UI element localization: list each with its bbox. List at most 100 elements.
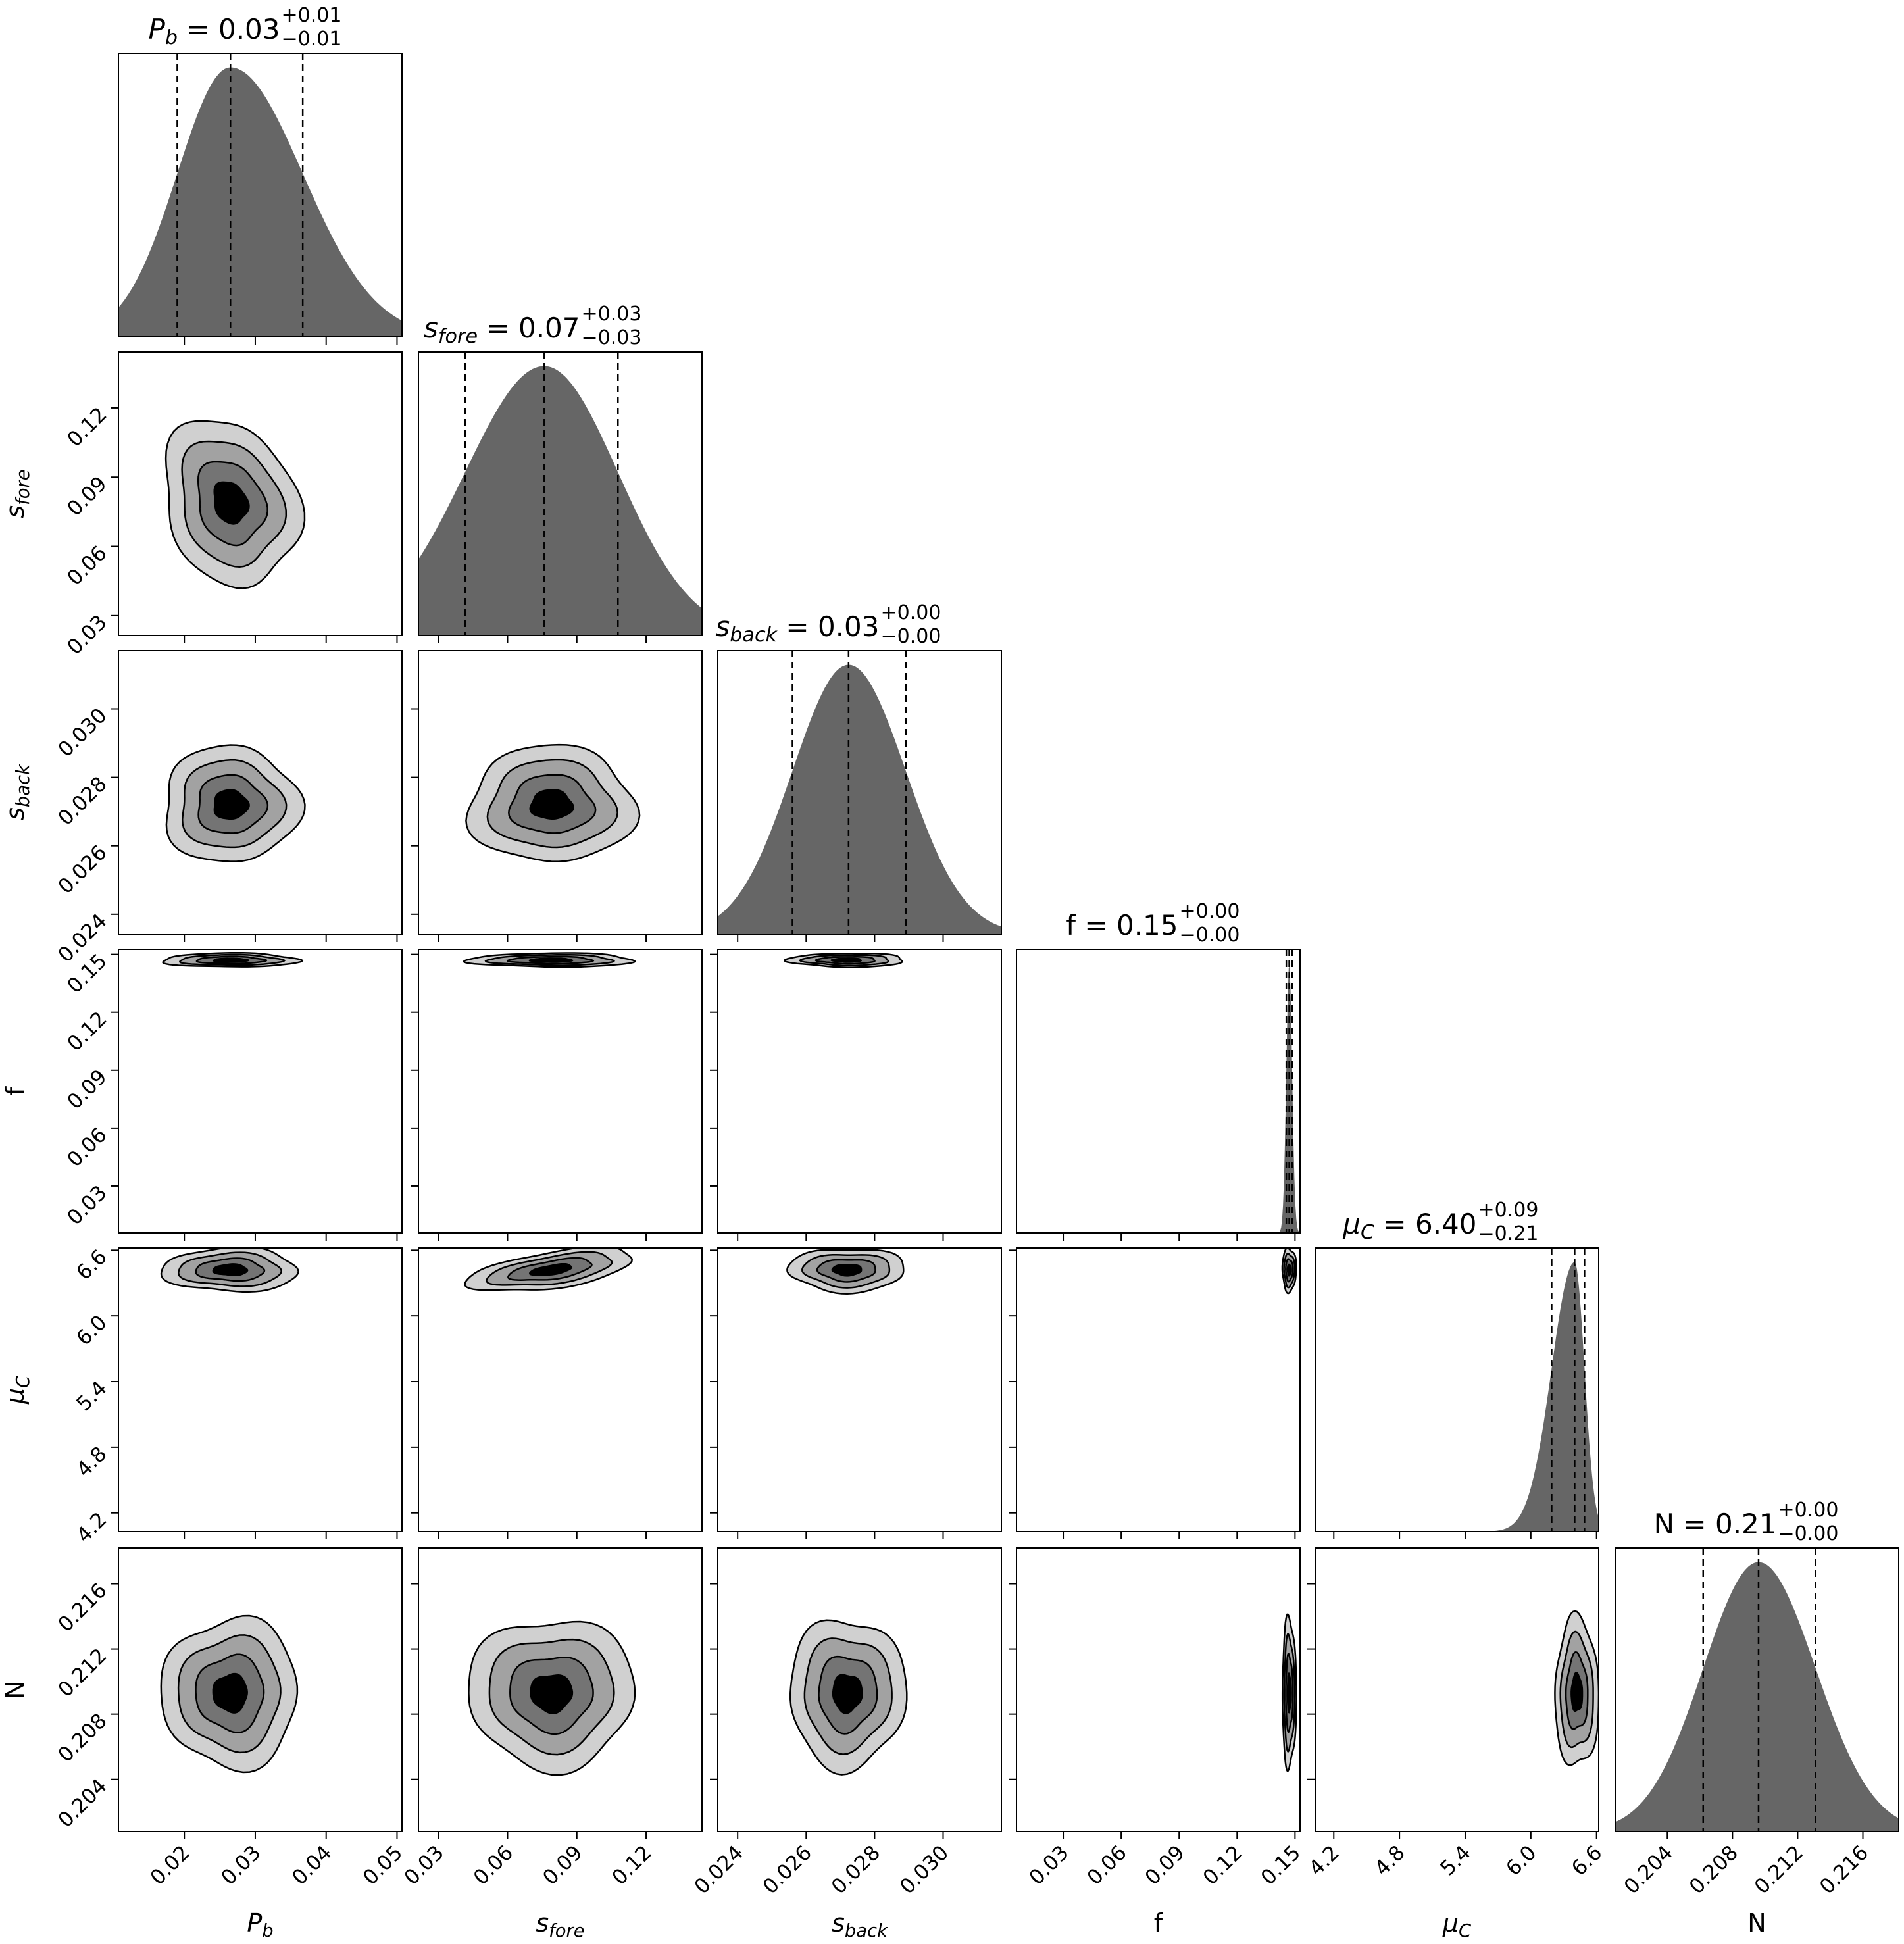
contour-panel-f-muc xyxy=(1009,1247,1301,1539)
y-tick-label: 0.026 xyxy=(53,841,111,899)
contour-level-1 xyxy=(213,789,250,820)
x-tick-label: 6.0 xyxy=(1501,1841,1541,1880)
x-tick-label: 0.04 xyxy=(288,1841,336,1889)
contours xyxy=(1554,1610,1599,1766)
title-minus-error: −0.01 xyxy=(282,28,342,51)
label-base: s xyxy=(536,1908,549,1937)
contours xyxy=(463,952,636,968)
x-tick-label: 0.12 xyxy=(607,1841,656,1889)
title-plus-error: +0.09 xyxy=(1478,1199,1539,1222)
panel-frame xyxy=(717,650,1002,935)
y-tick-label: 0.028 xyxy=(53,772,111,830)
label-subscript: C xyxy=(1459,1921,1472,1941)
panel-frame xyxy=(1315,1247,1599,1532)
label-subscript: C xyxy=(1361,1221,1374,1244)
histogram-pb xyxy=(118,67,402,337)
x-tick-label: 0.03 xyxy=(216,1841,265,1889)
title-value: = 0.15 xyxy=(1076,909,1178,941)
title-pb: Pb = 0.03 xyxy=(149,13,280,49)
label-base: P xyxy=(149,13,166,45)
contours xyxy=(786,1249,905,1295)
y-tick-label: 6.6 xyxy=(72,1245,111,1285)
contour-panel-sback-n: 0.024 0.026 0.028 0.030 xyxy=(690,1547,1002,1899)
hist-panel-pb: Pb = 0.03 +0.01−0.01 xyxy=(118,4,403,345)
contours xyxy=(162,951,304,968)
histogram-muc xyxy=(1315,1262,1599,1532)
x-tick-label: 0.212 xyxy=(1750,1841,1808,1899)
panel-frame xyxy=(118,949,403,1234)
x-tick-label: 0.030 xyxy=(895,1841,953,1899)
x-tick-label: 0.12 xyxy=(1199,1841,1247,1889)
title-plus-error: +0.00 xyxy=(881,601,941,624)
histogram-sback xyxy=(718,664,1001,934)
y-tick-label: 0.03 xyxy=(63,1181,111,1230)
title-muc: μC = 6.40 xyxy=(1342,1208,1476,1244)
y-tick-label: 0.204 xyxy=(53,1774,111,1832)
x-tick-label: 0.208 xyxy=(1685,1841,1743,1899)
title-plus-error: +0.00 xyxy=(1180,900,1240,923)
contour-level-1 xyxy=(212,1672,248,1714)
contour-panel-pb-n: 0.204 0.208 0.212 0.216 0.02 0.03 0.04 0.05 xyxy=(53,1547,407,1889)
panel-frame xyxy=(418,949,703,1234)
label-subscript: C xyxy=(13,1375,34,1388)
y-tick-label: 5.4 xyxy=(72,1376,111,1416)
title-minus-error: −0.00 xyxy=(1778,1522,1839,1545)
histogram-n xyxy=(1615,1562,1899,1832)
title-n: N = 0.21 xyxy=(1654,1508,1777,1540)
y-tick-label: 0.06 xyxy=(63,541,111,590)
contours xyxy=(160,1248,299,1293)
title-minus-error: −0.00 xyxy=(881,625,941,648)
axis-label-sfore: sfore xyxy=(536,1908,584,1941)
title-plus-error: +0.00 xyxy=(1778,1499,1839,1522)
x-tick-label: 0.06 xyxy=(1083,1841,1132,1889)
label-subscript: fore xyxy=(13,469,34,505)
title-value: = 0.03 xyxy=(178,13,280,45)
x-tick-label: 4.2 xyxy=(1305,1841,1344,1880)
contour-panel-pb-f: 0.030.060.090.120.15 xyxy=(63,949,403,1241)
x-tick-label: 0.216 xyxy=(1815,1841,1873,1899)
contour-level-1 xyxy=(832,1674,863,1714)
contours xyxy=(465,743,641,862)
x-tick-label: 0.026 xyxy=(759,1841,816,1899)
hist-panel-sfore: sfore = 0.07 +0.03−0.03 xyxy=(418,303,703,643)
title-sfore: sfore = 0.07 xyxy=(424,312,580,348)
x-tick-label: 0.06 xyxy=(469,1841,518,1889)
panel-frame xyxy=(118,351,403,636)
contour-panel-sfore-sback xyxy=(411,650,703,942)
x-tick-label: 0.05 xyxy=(359,1841,407,1889)
contour-panel-sback-muc xyxy=(710,1247,1002,1539)
y-tick-label: 0.216 xyxy=(53,1579,111,1637)
y-tick-label: 4.2 xyxy=(72,1508,111,1547)
x-tick-label: 0.03 xyxy=(1024,1841,1073,1889)
hist-panel-muc: μC = 6.40 +0.09−0.21 xyxy=(1315,1199,1599,1539)
axis-label-pb: Pb xyxy=(247,1908,273,1941)
panel-frame xyxy=(418,351,703,636)
hist-panel-n: N = 0.21 +0.00−0.00 0.204 0.208 0.212 0.216 xyxy=(1615,1499,1899,1899)
x-tick-label: 5.4 xyxy=(1436,1841,1475,1880)
label-base: μ xyxy=(1,1388,30,1405)
label-base: s xyxy=(832,1908,845,1937)
label-subscript: back xyxy=(730,624,778,647)
label-base: μ xyxy=(1442,1908,1459,1937)
y-tick-label: 0.212 xyxy=(53,1644,111,1702)
x-tick-label: 0.09 xyxy=(538,1841,587,1889)
title-plus-error: +0.03 xyxy=(582,303,642,326)
y-tick-label: 0.09 xyxy=(63,1065,111,1114)
contour-level-1 xyxy=(1286,1263,1292,1277)
y-tick-label: 0.12 xyxy=(63,403,111,451)
contours xyxy=(464,1248,633,1291)
title-value: = 6.40 xyxy=(1374,1208,1476,1240)
axis-label-f: f xyxy=(1154,1908,1164,1937)
x-tick-label: 0.204 xyxy=(1620,1841,1678,1899)
panel-frame xyxy=(1016,1547,1301,1832)
panel-frame xyxy=(118,650,403,935)
title-value: = 0.07 xyxy=(478,312,580,344)
contour-level-1 xyxy=(1286,1672,1292,1714)
panel-frame xyxy=(118,1247,403,1532)
title-minus-error: −0.00 xyxy=(1180,924,1240,947)
contour-panel-sfore-n: 0.03 0.06 0.09 0.12 xyxy=(400,1547,703,1889)
contour-panel-sfore-muc xyxy=(411,1247,703,1539)
contour-panel-pb-sfore: 0.03 0.06 0.09 0.12 xyxy=(63,351,403,659)
contour-panel-sfore-f xyxy=(411,949,703,1241)
